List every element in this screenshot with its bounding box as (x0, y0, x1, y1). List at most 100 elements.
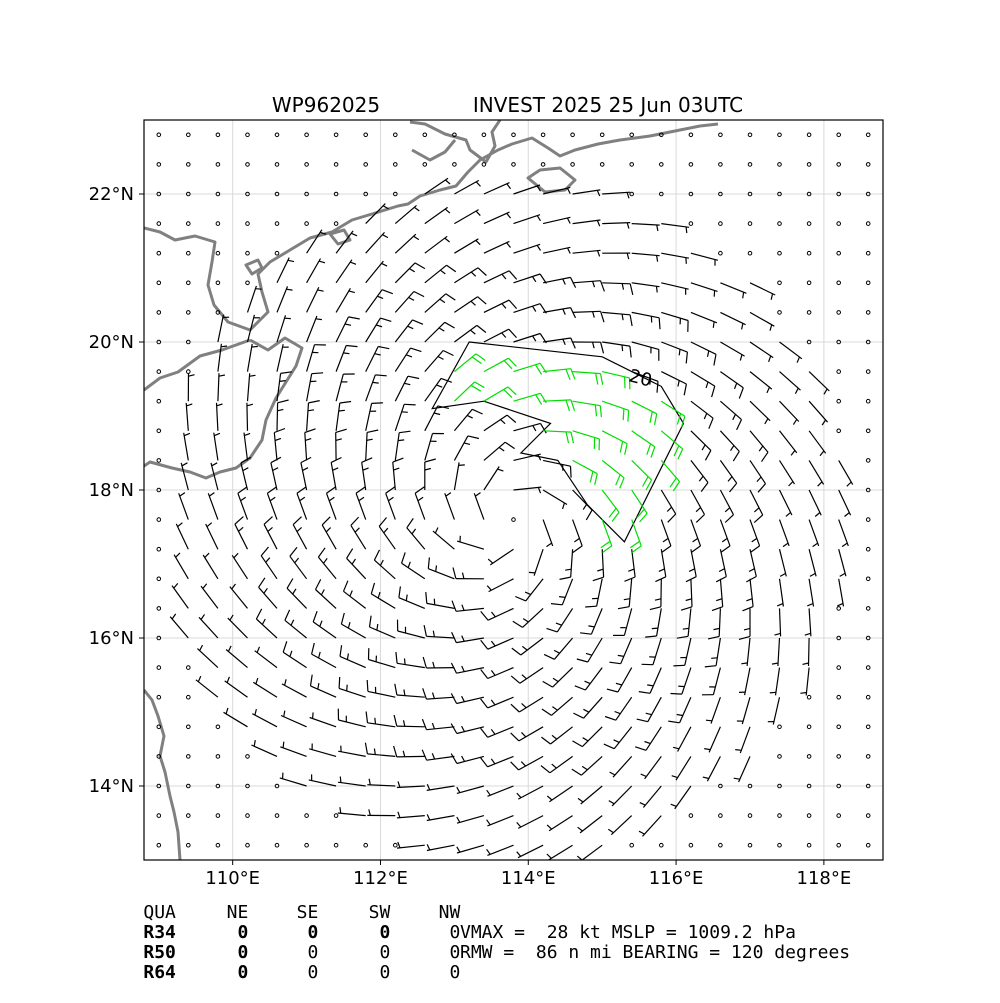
barb-half-feather (438, 357, 444, 360)
barb-half-feather (780, 574, 785, 577)
barb-staff (778, 638, 780, 666)
barb-half-feather (200, 645, 203, 650)
barb-staff (280, 747, 306, 757)
barb-staff (457, 668, 484, 674)
calm-marker (748, 222, 752, 226)
barb-half-feather (842, 543, 847, 547)
barb-feather (475, 382, 485, 388)
barb-staff (602, 490, 619, 512)
barb-staff (602, 283, 630, 284)
barb-half-feather (198, 676, 201, 682)
calm-marker (837, 814, 841, 818)
barb-half-feather (308, 410, 314, 411)
barb-half-feather (567, 218, 570, 224)
calm-marker (157, 547, 161, 551)
barb-staff (750, 579, 753, 607)
barb-half-feather (517, 793, 521, 798)
barb-staff (336, 288, 350, 312)
calm-marker (157, 163, 161, 167)
barb-feather (743, 607, 754, 611)
barb-staff (427, 816, 455, 821)
barb-half-feather (436, 566, 437, 572)
calm-marker (275, 843, 279, 847)
barb-half-feather (436, 385, 442, 387)
barb-staff (514, 363, 541, 371)
barb-half-feather (445, 209, 450, 213)
calm-marker (157, 607, 161, 611)
barb-staff (484, 271, 509, 283)
barb-staff (277, 403, 278, 431)
barb-staff (454, 409, 472, 431)
barb-staff (657, 608, 662, 636)
barb-half-feather (491, 759, 495, 764)
barb-half-feather (487, 849, 491, 854)
barb-half-feather (614, 740, 620, 743)
barb-half-feather (172, 614, 176, 619)
barb-half-feather (627, 192, 629, 198)
barb-half-feather (262, 619, 265, 625)
calm-marker (482, 163, 486, 167)
barb-staff (366, 318, 381, 342)
barb-feather (754, 515, 763, 523)
calm-marker (600, 133, 604, 137)
barb-half-feather (686, 599, 692, 601)
calm-marker (689, 133, 693, 137)
barb-staff (309, 749, 336, 757)
barb-staff (543, 460, 570, 466)
barb-staff (750, 520, 760, 546)
barb-half-feather (522, 703, 527, 707)
barb-staff (484, 442, 505, 460)
barb-feather (424, 625, 426, 636)
barb-feather (571, 338, 576, 348)
barb-staff (488, 668, 514, 679)
barb-half-feather (786, 512, 791, 516)
barb-half-feather (627, 253, 629, 259)
barb-staff (676, 756, 691, 780)
calm-marker (866, 163, 870, 167)
barb-staff (248, 344, 253, 372)
calm-marker (807, 222, 811, 226)
barb-staff (632, 431, 655, 447)
barb-staff (369, 660, 396, 668)
barb-staff (645, 756, 662, 779)
barb-half-feather (547, 854, 551, 858)
calm-marker (305, 222, 309, 226)
barb-half-feather (815, 513, 820, 517)
barb-staff (282, 684, 307, 697)
barb-staff (362, 462, 366, 490)
barb-half-feather (537, 216, 540, 221)
barb-half-feather (820, 451, 824, 456)
barb-staff (331, 462, 336, 490)
coast-segment (144, 124, 718, 330)
barb-staff (271, 463, 277, 490)
barb-feather (367, 680, 368, 691)
barb-feather (264, 517, 272, 525)
barb-half-feather (502, 304, 506, 309)
barb-half-feather (404, 720, 405, 726)
barb-feather (511, 676, 520, 683)
barb-half-feather (476, 182, 480, 187)
barb-half-feather (783, 543, 788, 547)
barb-feather (536, 365, 542, 375)
storm-title: INVEST 2025 25 Jun 03UTC (473, 93, 743, 117)
barb-staff (632, 549, 635, 577)
barb-half-feather (488, 559, 493, 563)
calm-marker (541, 133, 545, 137)
barb-staff (661, 520, 671, 546)
barb-staff (643, 816, 662, 837)
barb-staff (562, 579, 572, 605)
barb-staff (780, 401, 799, 421)
calm-marker (778, 163, 782, 167)
barb-staff (521, 638, 543, 655)
calm-marker (807, 814, 811, 818)
calm-marker (866, 843, 870, 847)
barb-feather (601, 541, 610, 548)
barb-staff (347, 558, 366, 579)
calm-marker (866, 459, 870, 463)
barb-half-feather (239, 527, 244, 531)
barb-feather (650, 412, 652, 423)
barb-feather (566, 369, 570, 380)
barb-staff (356, 493, 366, 519)
barb-feather (446, 294, 456, 300)
barb-staff (514, 393, 541, 401)
